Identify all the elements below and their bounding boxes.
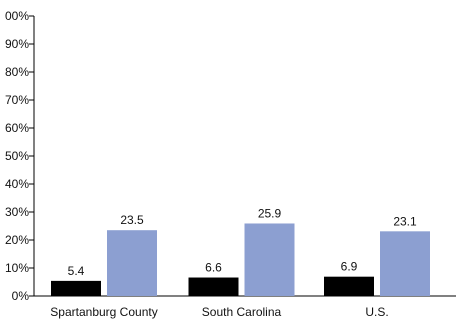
x-axis: Spartanburg County South Carolina U.S. — [34, 295, 456, 319]
data-label: 23.5 — [120, 213, 144, 227]
bar-series-1-1 — [188, 277, 239, 296]
bar-series-2-1 — [244, 223, 295, 296]
bar-series-2-2 — [380, 231, 430, 296]
data-label: 23.1 — [393, 214, 417, 228]
bars — [51, 223, 430, 296]
y-tick-label: 00% — [5, 9, 29, 23]
bar-series-1-0 — [51, 280, 101, 296]
data-label: 6.9 — [341, 260, 358, 274]
y-tick-label: 10% — [5, 261, 29, 275]
category-label: South Carolina — [202, 305, 282, 319]
data-label: 25.9 — [258, 206, 282, 220]
bar-series-1-2 — [324, 276, 374, 296]
y-tick-label: 30% — [5, 205, 29, 219]
y-tick-label: 20% — [5, 233, 29, 247]
y-tick-label: 90% — [5, 37, 29, 51]
y-axis: 0% 10% 20% 30% 40% 50% 60% 70% 80% 90% 00% — [5, 9, 35, 303]
y-tick-label: 50% — [5, 149, 29, 163]
y-tick-label: 70% — [5, 93, 29, 107]
data-label: 5.4 — [68, 264, 85, 278]
y-tick-label: 60% — [5, 121, 29, 135]
y-tick-label: 80% — [5, 65, 29, 79]
category-label: Spartanburg County — [50, 305, 157, 319]
category-label: U.S. — [365, 305, 388, 319]
y-tick-label: 0% — [12, 289, 30, 303]
bar-series-2-0 — [107, 230, 157, 296]
y-tick-label: 40% — [5, 177, 29, 191]
data-label: 6.6 — [205, 261, 222, 275]
data-labels: 5.4 6.6 6.9 23.5 25.9 23.1 — [68, 206, 417, 277]
